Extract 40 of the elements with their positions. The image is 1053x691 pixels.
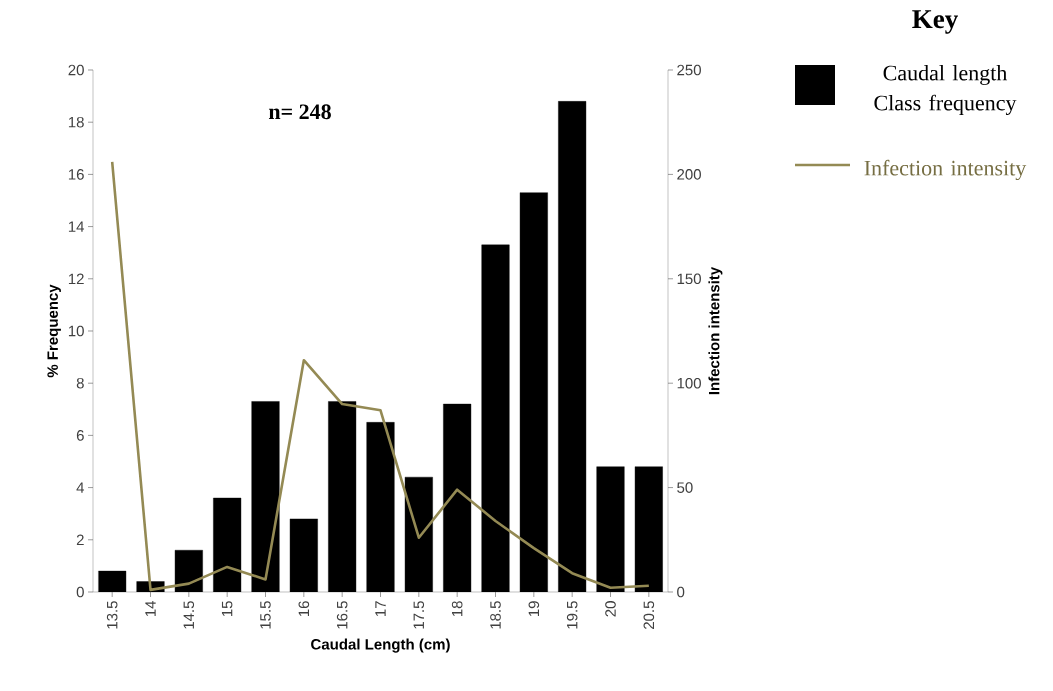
- y-tick-label: 2: [76, 534, 84, 546]
- y2-tick-label: 0: [677, 586, 685, 598]
- y-tick-label: 8: [76, 377, 84, 389]
- x-tick-label: 17.5: [413, 601, 425, 629]
- y2-axis-title: Infection intensity: [708, 266, 723, 395]
- x-tick-label: 14: [145, 600, 156, 617]
- x-tick-label: 17: [375, 601, 386, 617]
- y2-tick-label: 100: [677, 377, 701, 389]
- y-tick-label: 10: [68, 325, 84, 337]
- x-tick-label: 16: [298, 601, 310, 617]
- y-tick-label: 14: [68, 221, 85, 232]
- x-tick-label: 20: [605, 601, 616, 617]
- y-tick-label: 16: [68, 169, 84, 180]
- x-tick-label: 15: [221, 601, 233, 617]
- x-tick-label: 16.5: [336, 601, 348, 629]
- y2-tick-label: 150: [677, 273, 701, 285]
- x-tick-label: 15.5: [260, 601, 271, 629]
- annotation: n= 248: [268, 104, 331, 120]
- y-tick-label: 0: [76, 586, 84, 598]
- y2-tick-label: 200: [677, 169, 701, 180]
- y-tick-label: 20: [68, 64, 84, 76]
- x-tick-label: 20.5: [643, 601, 655, 629]
- legend-title: Key: [912, 10, 958, 34]
- y2-tick-label: 250: [677, 64, 701, 76]
- x-tick-label: 19: [528, 601, 540, 617]
- x-tick-label: 13.5: [106, 601, 118, 629]
- x-tick-label: 18.5: [490, 601, 501, 629]
- line-series: [110, 160, 651, 592]
- y-tick-label: 18: [68, 116, 84, 128]
- legend-label: Infection intensity: [864, 159, 1027, 181]
- x-tick-label: 14.5: [183, 601, 195, 629]
- y-tick-label: 12: [68, 273, 84, 285]
- x-axis-title: Caudal Length (cm): [311, 638, 450, 653]
- legend-label: Caudal length Class frequency: [874, 64, 1017, 115]
- y2-tick-label: 50: [677, 482, 693, 493]
- y-axis-title: % Frequency: [47, 284, 61, 378]
- y-tick-label: 6: [76, 430, 84, 441]
- x-tick-label: 18: [451, 601, 463, 617]
- y-tick-label: 4: [76, 482, 85, 493]
- x-tick-label: 19.5: [566, 601, 578, 629]
